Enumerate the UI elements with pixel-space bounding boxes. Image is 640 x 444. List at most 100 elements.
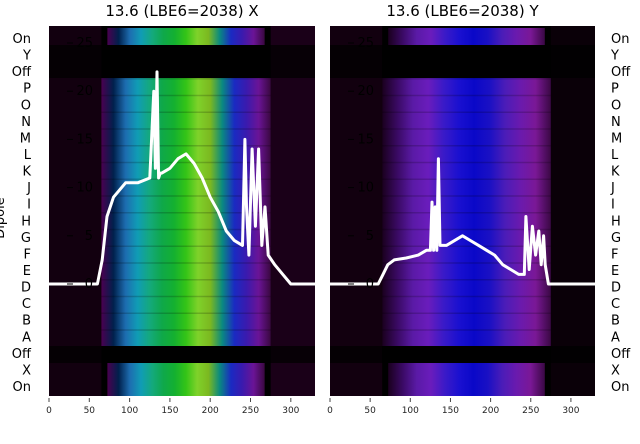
row-label: K xyxy=(611,165,620,180)
row-label: D xyxy=(21,281,31,296)
y-tick-label: 5 xyxy=(366,229,374,244)
heatmap-row-stripe xyxy=(382,178,551,180)
x-tick-label: 250 xyxy=(522,406,539,416)
y-axis-label: Dipole xyxy=(0,197,8,238)
heatmap-row-stripe xyxy=(382,78,551,80)
row-label: X xyxy=(22,363,31,378)
x-tick-label: 50 xyxy=(84,406,96,416)
y-tick-label: 0 xyxy=(85,277,93,292)
heatmap-row-stripe xyxy=(101,94,271,97)
row-label: M xyxy=(20,131,31,146)
row-label: L xyxy=(24,148,32,163)
heatmap-row-stripe xyxy=(382,145,551,147)
heatmap-row-stripe xyxy=(101,78,271,80)
row-label: C xyxy=(611,297,620,312)
row-label: B xyxy=(611,314,620,329)
row-label: J xyxy=(610,181,615,196)
row-label: F xyxy=(611,247,618,262)
row-label: A xyxy=(611,330,620,345)
row-label: On xyxy=(611,380,629,395)
row-label: Off xyxy=(12,65,32,80)
row-label: P xyxy=(23,82,31,97)
row-label: Off xyxy=(12,347,32,362)
heatmap-row-stripe xyxy=(382,195,551,197)
y-tick-label: 10 xyxy=(357,181,374,196)
y-tick-label: 10 xyxy=(76,181,93,196)
row-label: X xyxy=(611,363,620,378)
y-tick-label: 5 xyxy=(85,229,93,244)
heatmap-left-wing xyxy=(49,26,102,396)
row-label: L xyxy=(611,148,619,163)
row-label: H xyxy=(611,214,621,229)
x-tick-label: 0 xyxy=(327,406,333,416)
x-tick-label: 100 xyxy=(121,406,138,416)
row-label: D xyxy=(611,281,621,296)
row-label: M xyxy=(611,131,622,146)
heatmap-right-wing xyxy=(550,26,595,396)
row-label: C xyxy=(22,297,31,312)
heatmap-row-stripe xyxy=(101,312,271,314)
row-label: K xyxy=(22,165,31,180)
heatmap-row-stripe xyxy=(382,111,551,113)
heatmap-row-stripe xyxy=(101,295,271,298)
row-label: Y xyxy=(22,49,31,64)
row-label: On xyxy=(611,32,629,47)
heatmap-row-stripe xyxy=(101,111,271,113)
heatmap-row-stripe xyxy=(101,228,271,231)
row-label: On xyxy=(13,32,31,47)
y-tick-label: 0 xyxy=(366,277,374,292)
row-label: N xyxy=(611,115,621,130)
x-tick-label: 250 xyxy=(242,406,259,416)
heatmap-row-stripe xyxy=(382,245,551,247)
heatmap-row-stripe xyxy=(101,329,271,331)
chart-title: 13.6 (LBE6=2038) X xyxy=(105,2,258,20)
row-label: Off xyxy=(611,65,631,80)
data-line xyxy=(49,70,315,286)
heatmap-bottom-strip xyxy=(107,363,265,396)
row-label: N xyxy=(21,115,31,130)
chart-title: 13.6 (LBE6=2038) Y xyxy=(386,2,539,20)
row-label: On xyxy=(13,380,31,395)
heatmap-row-stripe xyxy=(382,295,551,298)
heatmap-row-stripe xyxy=(382,128,551,130)
x-tick-label: 200 xyxy=(202,406,219,416)
heatmap-row-stripe xyxy=(382,161,551,164)
heatmap-row-stripe xyxy=(101,145,271,147)
heatmap-row-stripe xyxy=(101,161,271,164)
row-label: Off xyxy=(611,347,631,362)
heatmap-row-stripe xyxy=(101,262,271,264)
heatmap-row-stripe xyxy=(382,94,551,97)
row-label: G xyxy=(611,231,621,246)
heatmap-row-stripe xyxy=(101,279,271,281)
heatmap-row-stripe xyxy=(101,195,271,197)
heatmap-separator-bottom xyxy=(330,346,595,363)
heatmap-separator-bottom xyxy=(49,346,315,363)
row-label: G xyxy=(21,231,31,246)
x-tick-label: 150 xyxy=(161,406,178,416)
heatmap-top-strip xyxy=(388,28,545,45)
heatmap-row-stripe xyxy=(101,128,271,130)
row-label: I xyxy=(611,198,615,213)
heatmap-bottom-strip xyxy=(388,363,545,396)
heatmap-row-stripe xyxy=(382,329,551,331)
heatmap-row-stripe xyxy=(382,312,551,314)
heatmap-right-wing xyxy=(270,26,315,396)
y-tick-label: 15 xyxy=(357,132,374,147)
x-tick-label: 50 xyxy=(364,406,376,416)
x-tick-label: 300 xyxy=(282,406,299,416)
x-tick-label: 100 xyxy=(402,406,419,416)
row-label: O xyxy=(611,98,621,113)
row-label: F xyxy=(24,247,31,262)
row-label: E xyxy=(23,264,31,279)
heatmap-left-wing xyxy=(330,26,383,396)
row-label: H xyxy=(21,214,31,229)
row-label: B xyxy=(22,314,31,329)
heatmap-row-stripe xyxy=(382,262,551,264)
heatmap-row-stripe xyxy=(382,212,551,214)
row-label: I xyxy=(27,198,31,213)
x-tick-label: 300 xyxy=(562,406,579,416)
